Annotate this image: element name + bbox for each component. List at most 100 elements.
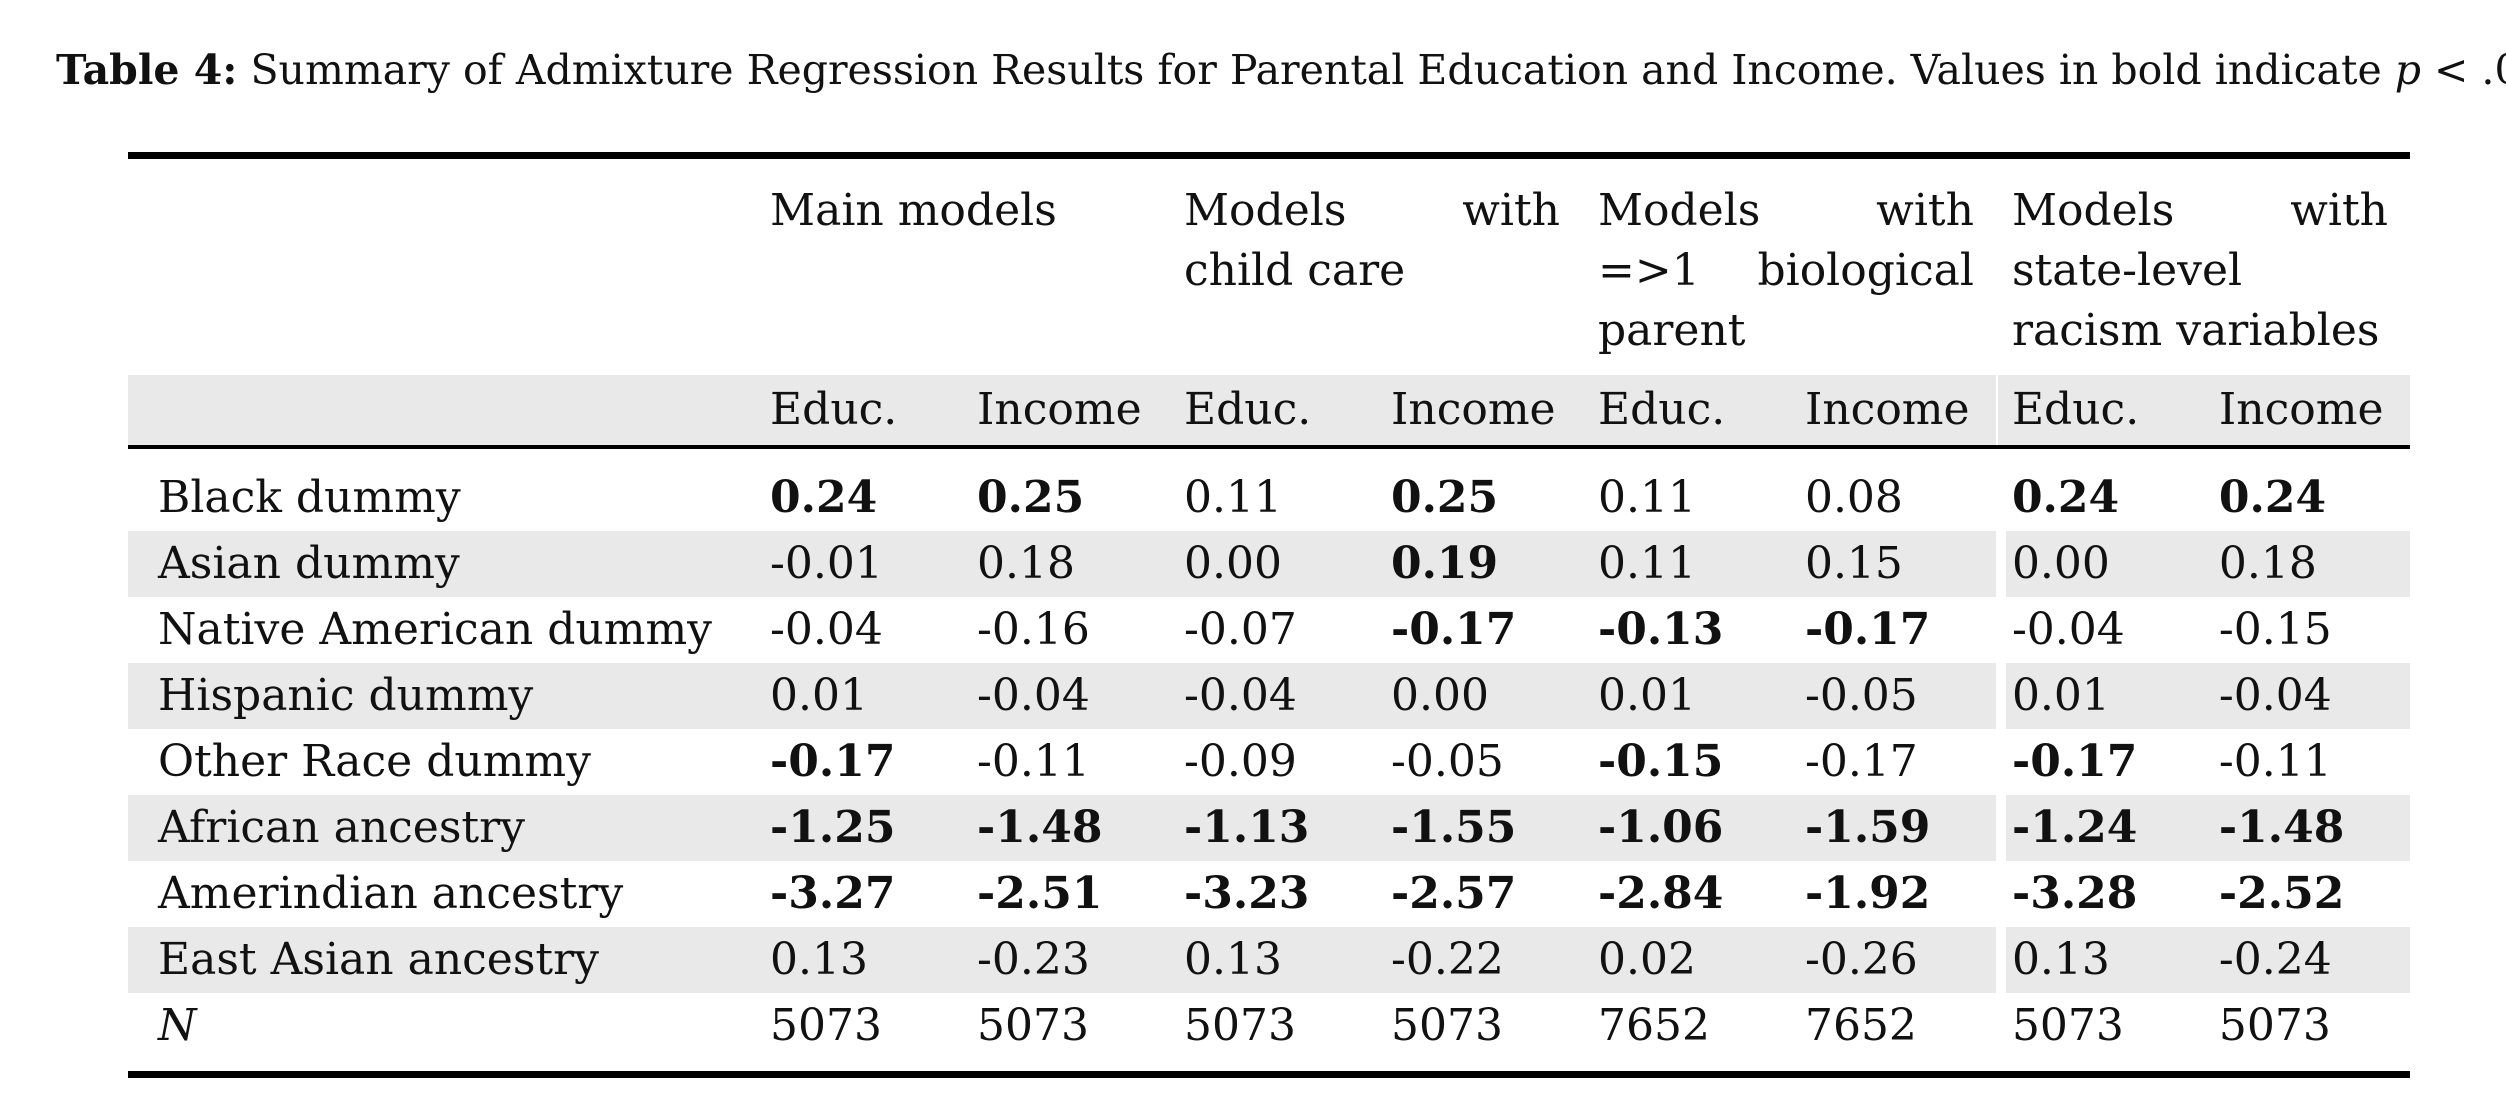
- row-label: Other Race dummy: [158, 736, 591, 787]
- table-cell: -2.52: [2218, 868, 2345, 919]
- table-cell: 7652: [1581, 993, 1789, 1078]
- table-cell: 5073: [754, 993, 962, 1078]
- table-cell: -0.05: [1788, 663, 1996, 729]
- table-cell: -0.22: [1374, 927, 1582, 993]
- table-cell: -0.17: [2011, 736, 2138, 787]
- subcolumn-header: Income: [2202, 375, 2410, 449]
- caption-text: Summary of Admixture Regression Results …: [237, 46, 2395, 94]
- table-cell: 5073: [2202, 993, 2410, 1078]
- table-cell: 0.00: [1995, 531, 2203, 597]
- table-cell: 0.13: [1168, 927, 1375, 993]
- table-cell: -0.17: [770, 736, 896, 787]
- table-cell: -3.27: [770, 868, 896, 919]
- table-cell: -0.17: [1804, 604, 1931, 655]
- table-cell: -0.26: [1788, 927, 1996, 993]
- table-cell: 0.19: [1374, 531, 1582, 597]
- group-header-child-care: Models with child care: [1184, 185, 1560, 296]
- row-label: Black dummy: [158, 472, 461, 523]
- table-cell: 0.01: [1581, 663, 1789, 729]
- results-table: Main models Models with child care Model…: [128, 152, 2410, 1078]
- row-label: Hispanic dummy: [128, 663, 755, 729]
- subcolumn-header-blank: [128, 375, 755, 449]
- caption-p-symbol: p: [2394, 46, 2421, 94]
- table-cell: -0.04: [2202, 663, 2410, 729]
- table-cell: 0.11: [1597, 472, 1696, 523]
- table-row: Black dummy 0.24 0.25 0.11 0.25 0.11 0.0…: [128, 447, 2410, 531]
- table-row: N 5073 5073 5073 5073 7652 7652 5073 507…: [128, 993, 2410, 1078]
- table-cell: 0.13: [754, 927, 962, 993]
- subcolumn-header: Income: [1374, 375, 1582, 449]
- table-cell: -3.23: [1184, 868, 1310, 919]
- table-cell: -1.24: [1995, 795, 2203, 861]
- table-cell: 0.13: [1995, 927, 2203, 993]
- empty-corner-cell: [128, 159, 754, 375]
- table-row: Hispanic dummy 0.01 -0.04 -0.04 0.00 0.0…: [128, 663, 2410, 729]
- subcolumn-header: Educ.: [1168, 375, 1375, 449]
- table-cell: -0.04: [2011, 604, 2125, 655]
- table-cell: -0.11: [977, 736, 1090, 787]
- table-cell: 5073: [1374, 993, 1582, 1078]
- table-row: Other Race dummy -0.17 -0.11 -0.09 -0.05…: [128, 729, 2410, 795]
- table-cell: -2.57: [1390, 868, 1517, 919]
- row-label: East Asian ancestry: [128, 927, 755, 993]
- results-table-container: Main models Models with child care Model…: [128, 152, 2410, 1078]
- table-cell: -0.05: [1390, 736, 1504, 787]
- table-cell: -0.16: [977, 604, 1090, 655]
- table-cell: 0.18: [2202, 531, 2410, 597]
- table-cell: -1.13: [1168, 795, 1375, 861]
- table-cell: -0.24: [2202, 927, 2410, 993]
- table-cell: 0.08: [1804, 472, 1903, 523]
- table-row: Asian dummy -0.01 0.18 0.00 0.19 0.11 0.…: [128, 531, 2410, 597]
- group-header-state-racism: Models with state-level racism variables: [2011, 185, 2388, 356]
- table-cell: 7652: [1788, 993, 1996, 1078]
- subcolumn-header: Income: [961, 375, 1168, 449]
- group-header-biological-parent: Models with =>1 biological parent: [1597, 185, 1974, 356]
- table-cell: -0.04: [961, 663, 1168, 729]
- group-header-main-models: Main models: [770, 185, 1057, 236]
- table-cell: -0.17: [1390, 604, 1517, 655]
- table-cell: 0.25: [977, 472, 1085, 523]
- subcolumn-header: Educ.: [754, 375, 962, 449]
- table-row: East Asian ancestry 0.13 -0.23 0.13 -0.2…: [128, 927, 2410, 993]
- table-cell: 0.25: [1390, 472, 1499, 523]
- table-cell: -0.15: [1597, 736, 1724, 787]
- table-cell: -2.51: [977, 868, 1103, 919]
- table-row: Amerindian ancestry -3.27 -2.51 -3.23 -2…: [128, 861, 2410, 927]
- row-label: N: [128, 993, 755, 1078]
- row-label: African ancestry: [128, 795, 755, 861]
- table-cell: -2.84: [1597, 868, 1724, 919]
- table-row: Native American dummy -0.04 -0.16 -0.07 …: [128, 597, 2410, 663]
- row-label: Asian dummy: [128, 531, 755, 597]
- table-cell: -0.11: [2218, 736, 2332, 787]
- table-cell: 0.24: [770, 472, 878, 523]
- subcolumn-header: Educ.: [1995, 375, 2203, 449]
- subcolumn-header: Educ.: [1581, 375, 1789, 449]
- table-cell: 0.02: [1581, 927, 1789, 993]
- table-cell: 0.15: [1788, 531, 1996, 597]
- table-caption: Table 4: Summary of Admixture Regression…: [56, 40, 2506, 100]
- table-cell: 0.24: [2218, 472, 2327, 523]
- table-cell: -3.28: [2011, 868, 2138, 919]
- table-cell: -0.17: [1804, 736, 1918, 787]
- table-cell: -0.09: [1184, 736, 1297, 787]
- caption-text-end: < .05.: [2434, 46, 2506, 94]
- table-cell: -1.06: [1581, 795, 1789, 861]
- subcolumn-header-row: Educ. Income Educ. Income Educ. Income E…: [128, 375, 2410, 449]
- table-cell: -0.04: [770, 604, 883, 655]
- table-cell: 0.00: [1374, 663, 1582, 729]
- table-cell: 0.18: [961, 531, 1168, 597]
- table-cell: -1.25: [754, 795, 962, 861]
- table-cell: 0.24: [2011, 472, 2120, 523]
- table-cell: 5073: [1995, 993, 2203, 1078]
- table-cell: 0.11: [1581, 531, 1789, 597]
- table-cell: -1.55: [1374, 795, 1582, 861]
- row-label: Native American dummy: [158, 604, 713, 655]
- table-cell: -0.15: [2218, 604, 2332, 655]
- table-cell: 0.11: [1184, 472, 1282, 523]
- table-cell: 0.01: [1995, 663, 2203, 729]
- table-cell: -1.92: [1804, 868, 1931, 919]
- table-cell: -0.13: [1597, 604, 1724, 655]
- table-row: African ancestry -1.25 -1.48 -1.13 -1.55…: [128, 795, 2410, 861]
- table-cell: 5073: [1168, 993, 1375, 1078]
- table-cell: -1.48: [2202, 795, 2410, 861]
